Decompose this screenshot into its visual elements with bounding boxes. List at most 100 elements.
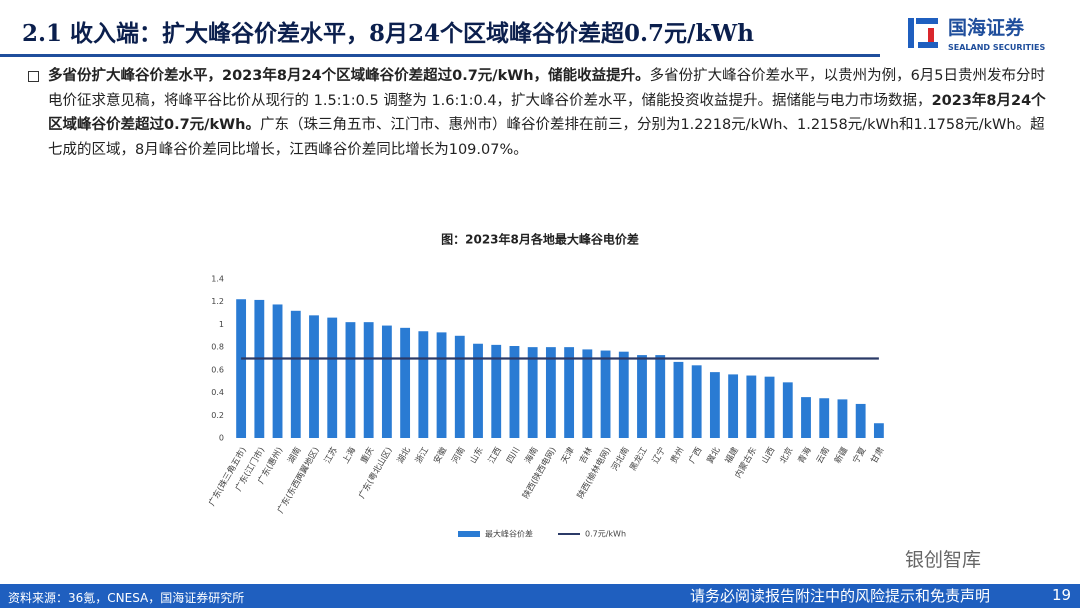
bar — [618, 351, 629, 438]
logo-subtext: SEALAND SECURITIES — [948, 43, 1045, 52]
bar — [819, 398, 830, 438]
bar — [855, 403, 866, 438]
x-tick-label: 安徽 — [431, 445, 449, 466]
y-tick-label: 0 — [219, 434, 224, 443]
bar — [473, 343, 483, 438]
bar — [545, 347, 556, 438]
x-tick-label: 新疆 — [832, 445, 850, 466]
y-tick-label: 1 — [219, 320, 224, 329]
x-tick-label: 上海 — [340, 445, 358, 466]
bar — [764, 376, 775, 438]
source: 资料来源：36氪，CNESA，国海证券研究所 — [8, 591, 245, 605]
slide-title: 2.1 收入端：扩大峰谷价差水平，8月24个区域峰谷价差超0.7元/kWh — [22, 20, 754, 47]
bar — [782, 382, 793, 438]
bar — [254, 299, 265, 438]
bar — [400, 327, 411, 438]
y-tick-label: 1.2 — [211, 297, 224, 306]
x-tick-label: 江苏 — [322, 445, 340, 466]
x-tick-label: 广西 — [686, 445, 704, 465]
bar — [345, 322, 356, 438]
chart-title: 图：2023年8月各地最大峰谷电价差 — [441, 232, 639, 247]
x-tick-label: 湖北 — [396, 445, 413, 465]
footer-bar — [0, 584, 1080, 608]
x-tick-label: 宁夏 — [850, 445, 868, 466]
logo-icon — [916, 18, 938, 24]
bar — [236, 299, 247, 438]
paragraph-segment: 多省份扩大峰谷价差水平，2023年8月24个区域峰谷价差超过0.7元/kWh，储… — [48, 68, 650, 84]
x-tick-label: 湖南 — [286, 445, 304, 465]
x-tick-label: 海南 — [522, 445, 540, 465]
bar — [491, 344, 502, 438]
x-tick-label: 黑龙江 — [627, 445, 650, 473]
x-tick-label: 陕西(陕西电网) — [520, 445, 558, 500]
x-tick-label: 冀北 — [705, 445, 723, 466]
bar — [673, 361, 684, 438]
chart: 图：2023年8月各地最大峰谷电价差 0 0.2 0.4 0.6 0.8 1 1.2 1.4 广… — [206, 232, 887, 539]
x-tick-label: 重庆 — [358, 445, 376, 466]
y-tick-label: 1.4 — [211, 275, 224, 284]
paragraph-segment: 广东（珠三角五市、江门市、惠州市）峰谷价差排在前三，分别为1.2218元/kWh… — [48, 117, 1045, 158]
x-tick-label: 云南 — [814, 445, 832, 465]
x-tick-label: 青海 — [796, 445, 814, 466]
bar — [746, 375, 757, 438]
bar — [509, 346, 520, 438]
bar — [582, 349, 593, 438]
y-tick-label: 0.6 — [211, 365, 224, 374]
bar — [272, 304, 283, 438]
bar — [637, 355, 647, 438]
bar — [290, 310, 301, 438]
logo-icon — [928, 28, 934, 48]
x-tick-label: 四川 — [505, 446, 522, 466]
y-tick-label: 0.8 — [211, 343, 224, 352]
logo-text: 国海证券 — [948, 16, 1025, 39]
x-tick-label: 甘肃 — [869, 445, 887, 466]
x-tick-label: 浙江 — [413, 445, 431, 466]
bar — [436, 332, 447, 438]
bar — [454, 335, 465, 438]
x-tick-label: 天津 — [559, 445, 577, 466]
title-rule — [0, 54, 880, 57]
bar — [691, 365, 702, 438]
x-tick-label: 陕西(榆林电网) — [575, 445, 613, 500]
watermark: 银创智库 — [905, 549, 982, 571]
bar — [363, 322, 374, 438]
bar — [728, 374, 739, 438]
bar — [655, 355, 666, 438]
bar — [600, 350, 611, 438]
page-number: 19 — [1052, 586, 1072, 604]
x-tick-label: 山西 — [759, 445, 777, 465]
logo: 国海证券 SEALAND SECURITIES — [908, 16, 1045, 52]
disclaimer: 请务必阅读报告附注中的风险提示和免责声明 — [690, 587, 991, 605]
x-tick-label: 贵州 — [668, 445, 686, 465]
bar — [381, 325, 392, 438]
x-tick-label: 广东(粤北山区) — [356, 445, 394, 500]
x-tick-label: 山东 — [468, 445, 486, 465]
x-tick-label: 吉林 — [577, 445, 595, 466]
legend-swatch — [458, 531, 480, 537]
x-tick-label: 福建 — [723, 445, 741, 466]
x-tick-label: 江西 — [487, 446, 504, 466]
y-tick-label: 0.2 — [211, 411, 224, 420]
paragraph-segment: 多省份扩大峰谷价差水平，以贵州为例，6月5日贵州发布分时电价征求意见稿，将峰平谷… — [48, 68, 1046, 109]
bar — [309, 315, 319, 438]
bar — [801, 397, 811, 438]
bar — [527, 347, 538, 438]
paragraph: 多省份扩大峰谷价差水平，2023年8月24个区域峰谷价差超过0.7元/kWh，储… — [48, 64, 1058, 162]
bar — [564, 347, 575, 438]
logo-icon — [918, 42, 938, 48]
bar — [418, 331, 429, 438]
x-tick-label: 辽宁 — [650, 445, 668, 465]
bar — [873, 423, 884, 438]
bar — [837, 399, 848, 438]
legend-label: 0.7元/kWh — [585, 530, 626, 539]
bar — [709, 372, 720, 438]
y-tick-label: 0.4 — [211, 388, 224, 397]
x-tick-label: 北京 — [778, 445, 796, 465]
x-tick-label: 河南 — [450, 445, 468, 465]
bullet — [28, 71, 39, 82]
paragraph-segment: 2023年8月24个区域峰谷价差超过0.7元/kWh。 — [48, 92, 1046, 134]
logo-icon — [908, 18, 914, 48]
bar — [327, 317, 338, 438]
legend-label: 最大峰谷价差 — [485, 529, 533, 539]
